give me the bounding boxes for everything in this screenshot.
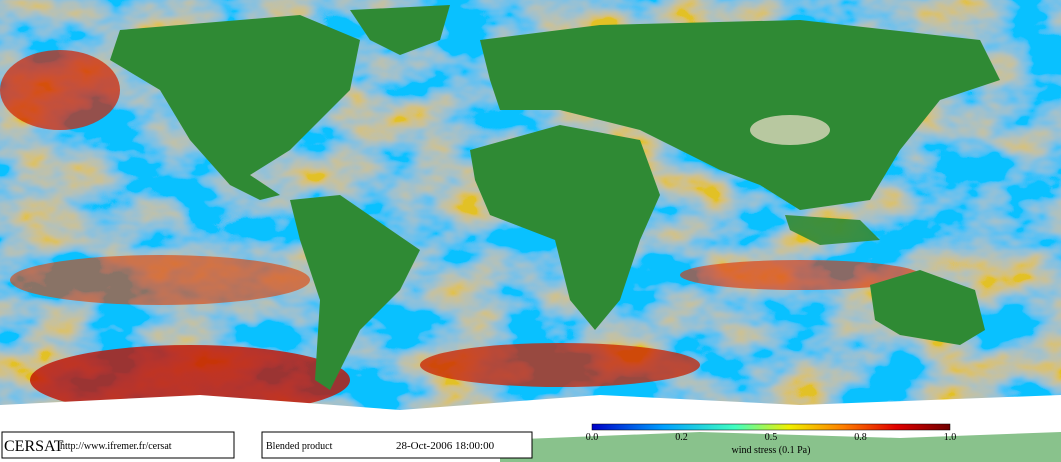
- timestamp: 28-Oct-2006 18:00:00: [396, 440, 495, 452]
- product: Blended product: [266, 441, 333, 452]
- land: [110, 5, 1000, 390]
- antarctica: [0, 395, 1061, 430]
- plateau: [750, 115, 830, 145]
- product-box: [261, 431, 533, 459]
- credit-url[interactable]: http://www.ifremer.fr/cersat: [60, 441, 172, 452]
- logo: CERSAT: [4, 438, 64, 455]
- colorbar-tick-label: 1.0: [944, 432, 957, 443]
- colorbar: [591, 423, 951, 431]
- credit-box: [1, 431, 235, 459]
- colorbar-tick-label: 0.0: [586, 432, 599, 443]
- colorbar-tick-label: 0.2: [675, 432, 688, 443]
- colorbar-tick-label: 0.8: [854, 432, 867, 443]
- colorbar-label: wind stress (0.1 Pa): [732, 445, 811, 456]
- land-footer: [500, 432, 1061, 462]
- colorbar-tick-label: 0.5: [765, 432, 778, 443]
